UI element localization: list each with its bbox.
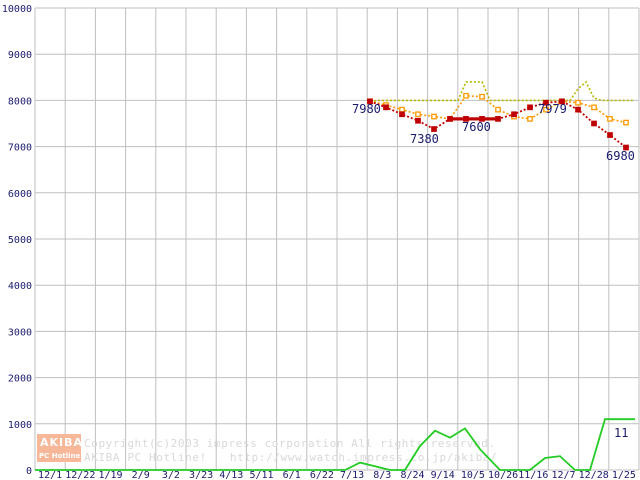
akiba-logo-bottom-text: PC Hotline! [39, 452, 83, 460]
y-axis-tick-label: 4000 [8, 281, 32, 292]
x-axis-tick-label: 1/19 [98, 470, 122, 480]
y-axis-tick-label: 1000 [8, 420, 32, 431]
y-axis-tick-label: 6000 [8, 189, 32, 200]
series-marker-price-avg [527, 116, 533, 122]
x-axis-tick-label: 9/14 [431, 470, 455, 480]
data-value-label: 7600 [462, 120, 491, 134]
series-marker-price-min [623, 144, 629, 151]
series-marker-price-min [559, 98, 565, 105]
series-line-price-max [369, 80, 634, 103]
series-marker-price-min [495, 116, 501, 122]
x-axis-tick-label: 2/9 [132, 470, 150, 480]
x-axis-tick-label: 7/13 [340, 470, 364, 480]
x-axis-tick-label: 12/22 [65, 470, 95, 480]
series-marker-price-avg [607, 116, 613, 122]
series-marker-price-min [607, 132, 613, 138]
y-axis-tick-label: 8000 [8, 96, 32, 107]
x-axis-tick-label: 10/26 [488, 470, 518, 480]
x-axis-tick-label: 10/5 [461, 470, 485, 480]
series-line-price-avg [369, 94, 627, 124]
series-marker-price-min [399, 111, 405, 118]
y-axis-tick-label: 9000 [8, 50, 32, 61]
x-axis-tick-label: 8/3 [373, 470, 391, 480]
watermark-group: AKIBA PC Hotline! Copyright(c)2003 impre… [37, 434, 497, 464]
y-axis-tick-label: 3000 [8, 327, 32, 338]
series-marker-price-avg [479, 93, 485, 100]
series-marker-price-avg [623, 119, 629, 126]
series-marker-price-avg [463, 92, 469, 99]
series-marker-price-min [367, 98, 373, 105]
y-axis-tick-label: 7000 [8, 143, 32, 154]
akiba-logo-box [37, 434, 81, 462]
x-axis-ticks: 12/1 12/22 1/19 2/9 3/2 3/23 4/13 5/11 6/1 6/22 7/… [38, 470, 636, 480]
data-series-group [35, 80, 635, 471]
series-marker-price-avg [431, 113, 437, 120]
x-axis-tick-label: 4/13 [219, 470, 243, 480]
x-axis-tick-label: 12/1 [38, 470, 62, 480]
series-marker-price-avg [495, 106, 501, 113]
y-axis-tick-label: 5000 [8, 235, 32, 246]
x-axis-tick-label: 6/22 [310, 470, 334, 480]
series-marker-price-min [431, 126, 437, 132]
series-marker-price-avg [591, 104, 597, 111]
series-marker-price-min [511, 111, 517, 118]
series-marker-price-avg [415, 111, 421, 118]
data-value-label: 7979 [538, 102, 567, 116]
y-axis-tick-label: 0 [26, 466, 32, 477]
series-marker-price-min [447, 116, 453, 122]
data-value-label: 7380 [410, 132, 439, 146]
data-value-label: 7980 [352, 102, 381, 116]
x-axis-tick-label: 5/11 [249, 470, 273, 480]
series-marker-price-min [479, 116, 485, 122]
y-axis-tick-label: 10000 [2, 4, 32, 15]
series-marker-price-min [415, 117, 421, 124]
y-axis-ticks: 0 1000 2000 3000 4000 5000 6000 7000 8000 9000 100… [2, 4, 32, 477]
x-axis-tick-label: 12/7 [551, 470, 575, 480]
series-marker-price-min [527, 104, 533, 111]
watermark-site-name: AKIBA PC Hotline! [84, 451, 207, 464]
x-axis-tick-label: 1/25 [612, 470, 636, 480]
watermark-copyright: Copyright(c)2003 impress corporation All… [84, 437, 496, 450]
watermark-url: http://www.watch.impress.co.jp/akiba/ [230, 451, 497, 464]
series-line-shop-count [35, 418, 635, 471]
series-marker-price-min [575, 106, 581, 113]
series-marker-price-avg [575, 99, 581, 106]
series-marker-price-min [591, 120, 597, 127]
data-value-label: 11 [614, 426, 628, 440]
series-marker-price-min [543, 99, 549, 106]
series-marker-price-avg [399, 106, 405, 113]
y-axis-tick-label: 2000 [8, 374, 32, 385]
grid-lines [34, 7, 640, 471]
x-axis-tick-label: 3/23 [189, 470, 213, 480]
data-value-label: 6980 [606, 149, 635, 163]
data-annotations: 7980 7380 7600 7979 6980 11 [352, 102, 635, 440]
x-axis-tick-label: 3/2 [162, 470, 180, 480]
x-axis-tick-label: 6/1 [283, 470, 301, 480]
series-marker-price-avg [543, 106, 549, 113]
x-axis-tick-label: 8/24 [400, 470, 424, 480]
x-axis-tick-label: 12/28 [579, 470, 609, 480]
series-marker-price-min [383, 104, 389, 111]
akiba-logo-top-text: AKIBA [40, 436, 83, 449]
x-axis-tick-label: 11/16 [518, 470, 548, 480]
series-marker-price-min [463, 116, 469, 122]
